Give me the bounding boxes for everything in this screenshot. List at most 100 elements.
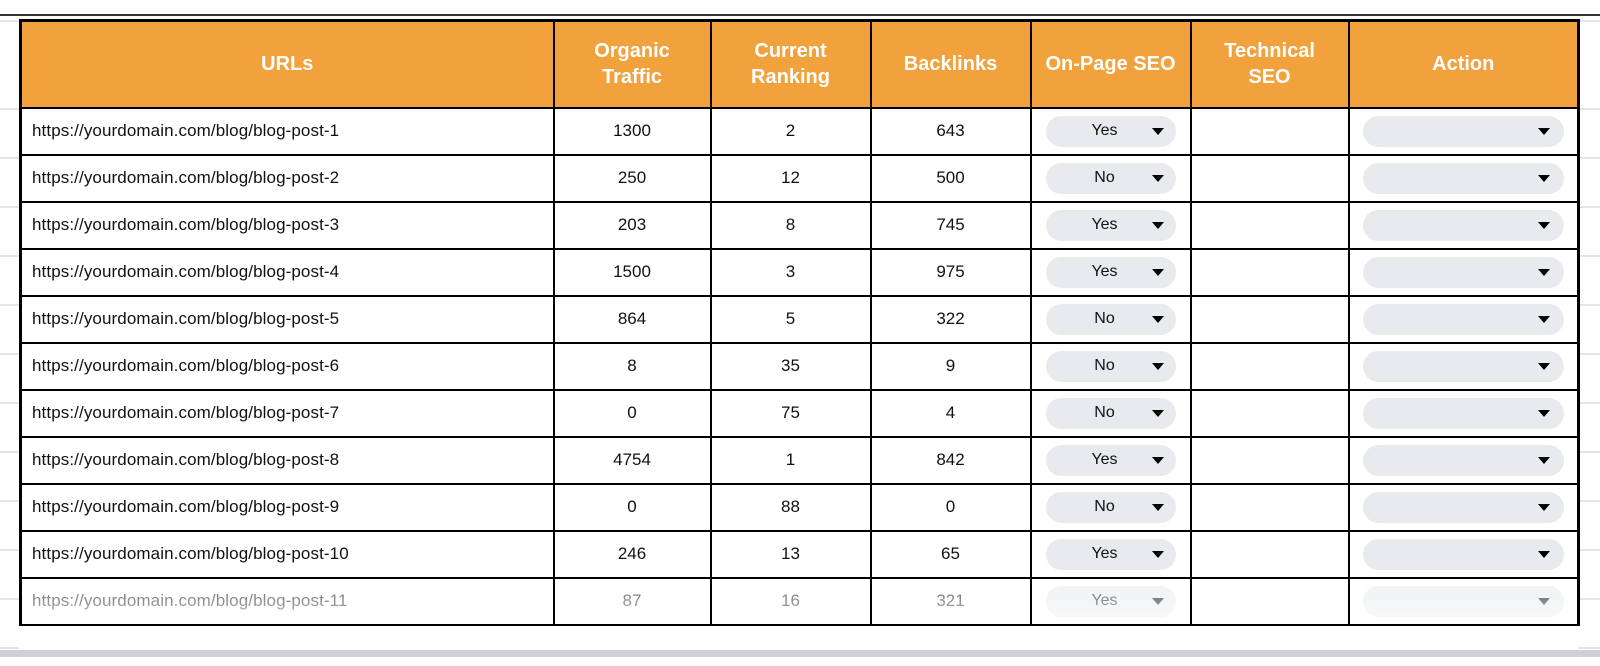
action-cell[interactable] bbox=[1347, 435, 1580, 485]
on-page-seo-cell[interactable]: Yes bbox=[1029, 106, 1192, 156]
organic-traffic-cell[interactable]: 250 bbox=[552, 153, 712, 203]
on-page-seo-dropdown[interactable]: Yes bbox=[1045, 444, 1176, 476]
on-page-seo-dropdown[interactable]: No bbox=[1045, 303, 1176, 335]
current-ranking-cell[interactable]: 5 bbox=[709, 294, 872, 344]
on-page-seo-dropdown[interactable]: Yes bbox=[1045, 538, 1176, 570]
on-page-seo-cell[interactable]: Yes bbox=[1029, 435, 1192, 485]
on-page-seo-dropdown[interactable]: Yes bbox=[1045, 209, 1176, 241]
on-page-seo-cell[interactable]: Yes bbox=[1029, 529, 1192, 579]
table-row: https://yourdomain.com/blog/blog-post-7 … bbox=[19, 388, 1580, 438]
organic-traffic-cell[interactable]: 0 bbox=[552, 388, 712, 438]
action-dropdown[interactable] bbox=[1362, 256, 1564, 288]
technical-seo-cell[interactable] bbox=[1189, 482, 1350, 532]
action-cell[interactable] bbox=[1347, 482, 1580, 532]
url-cell[interactable]: https://yourdomain.com/blog/blog-post-10 bbox=[19, 529, 555, 579]
url-cell[interactable]: https://yourdomain.com/blog/blog-post-8 bbox=[19, 435, 555, 485]
action-cell[interactable] bbox=[1347, 388, 1580, 438]
technical-seo-cell[interactable] bbox=[1189, 576, 1350, 626]
backlinks-cell[interactable]: 321 bbox=[869, 576, 1032, 626]
action-dropdown[interactable] bbox=[1362, 444, 1564, 476]
current-ranking-cell[interactable]: 3 bbox=[709, 247, 872, 297]
on-page-seo-dropdown[interactable]: No bbox=[1045, 350, 1176, 382]
current-ranking-cell[interactable]: 35 bbox=[709, 341, 872, 391]
on-page-seo-cell[interactable]: Yes bbox=[1029, 576, 1192, 626]
technical-seo-cell[interactable] bbox=[1189, 247, 1350, 297]
organic-traffic-cell[interactable]: 8 bbox=[552, 341, 712, 391]
technical-seo-cell[interactable] bbox=[1189, 200, 1350, 250]
action-cell[interactable] bbox=[1347, 200, 1580, 250]
technical-seo-cell[interactable] bbox=[1189, 294, 1350, 344]
technical-seo-cell[interactable] bbox=[1189, 388, 1350, 438]
backlinks-cell[interactable]: 643 bbox=[869, 106, 1032, 156]
current-ranking-cell[interactable]: 1 bbox=[709, 435, 872, 485]
on-page-seo-cell[interactable]: No bbox=[1029, 153, 1192, 203]
url-cell[interactable]: https://yourdomain.com/blog/blog-post-7 bbox=[19, 388, 555, 438]
technical-seo-cell[interactable] bbox=[1189, 106, 1350, 156]
technical-seo-cell[interactable] bbox=[1189, 435, 1350, 485]
on-page-seo-dropdown[interactable]: Yes bbox=[1045, 115, 1176, 147]
on-page-seo-cell[interactable]: No bbox=[1029, 482, 1192, 532]
on-page-seo-dropdown[interactable]: No bbox=[1045, 162, 1176, 194]
url-cell[interactable]: https://yourdomain.com/blog/blog-post-11 bbox=[19, 576, 555, 626]
backlinks-cell[interactable]: 4 bbox=[869, 388, 1032, 438]
technical-seo-cell[interactable] bbox=[1189, 341, 1350, 391]
current-ranking-cell[interactable]: 12 bbox=[709, 153, 872, 203]
action-cell[interactable] bbox=[1347, 153, 1580, 203]
url-cell[interactable]: https://yourdomain.com/blog/blog-post-9 bbox=[19, 482, 555, 532]
action-cell[interactable] bbox=[1347, 341, 1580, 391]
action-cell[interactable] bbox=[1347, 106, 1580, 156]
action-dropdown[interactable] bbox=[1362, 162, 1564, 194]
action-cell[interactable] bbox=[1347, 576, 1580, 626]
organic-traffic-cell[interactable]: 0 bbox=[552, 482, 712, 532]
action-dropdown[interactable] bbox=[1362, 397, 1564, 429]
on-page-seo-dropdown[interactable]: Yes bbox=[1045, 585, 1176, 617]
action-dropdown[interactable] bbox=[1362, 538, 1564, 570]
current-ranking-cell[interactable]: 88 bbox=[709, 482, 872, 532]
action-dropdown[interactable] bbox=[1362, 585, 1564, 617]
url-cell[interactable]: https://yourdomain.com/blog/blog-post-6 bbox=[19, 341, 555, 391]
backlinks-cell[interactable]: 65 bbox=[869, 529, 1032, 579]
current-ranking-cell[interactable]: 2 bbox=[709, 106, 872, 156]
current-ranking-cell[interactable]: 13 bbox=[709, 529, 872, 579]
backlinks-cell[interactable]: 975 bbox=[869, 247, 1032, 297]
organic-traffic-cell[interactable]: 246 bbox=[552, 529, 712, 579]
backlinks-cell[interactable]: 0 bbox=[869, 482, 1032, 532]
action-cell[interactable] bbox=[1347, 294, 1580, 344]
on-page-seo-cell[interactable]: No bbox=[1029, 341, 1192, 391]
action-dropdown[interactable] bbox=[1362, 115, 1564, 147]
backlinks-cell[interactable]: 322 bbox=[869, 294, 1032, 344]
organic-traffic-cell[interactable]: 1300 bbox=[552, 106, 712, 156]
current-ranking-cell[interactable]: 75 bbox=[709, 388, 872, 438]
url-cell[interactable]: https://yourdomain.com/blog/blog-post-5 bbox=[19, 294, 555, 344]
technical-seo-cell[interactable] bbox=[1189, 529, 1350, 579]
url-cell[interactable]: https://yourdomain.com/blog/blog-post-4 bbox=[19, 247, 555, 297]
url-cell[interactable]: https://yourdomain.com/blog/blog-post-3 bbox=[19, 200, 555, 250]
url-cell[interactable]: https://yourdomain.com/blog/blog-post-1 bbox=[19, 106, 555, 156]
backlinks-cell[interactable]: 9 bbox=[869, 341, 1032, 391]
action-cell[interactable] bbox=[1347, 247, 1580, 297]
organic-traffic-cell[interactable]: 203 bbox=[552, 200, 712, 250]
backlinks-cell[interactable]: 842 bbox=[869, 435, 1032, 485]
backlinks-cell[interactable]: 500 bbox=[869, 153, 1032, 203]
on-page-seo-dropdown[interactable]: No bbox=[1045, 491, 1176, 523]
action-dropdown[interactable] bbox=[1362, 350, 1564, 382]
action-dropdown[interactable] bbox=[1362, 491, 1564, 523]
on-page-seo-cell[interactable]: No bbox=[1029, 388, 1192, 438]
on-page-seo-cell[interactable]: Yes bbox=[1029, 247, 1192, 297]
current-ranking-cell[interactable]: 16 bbox=[709, 576, 872, 626]
organic-traffic-cell[interactable]: 4754 bbox=[552, 435, 712, 485]
action-dropdown[interactable] bbox=[1362, 303, 1564, 335]
organic-traffic-cell[interactable]: 87 bbox=[552, 576, 712, 626]
action-cell[interactable] bbox=[1347, 529, 1580, 579]
organic-traffic-cell[interactable]: 1500 bbox=[552, 247, 712, 297]
current-ranking-cell[interactable]: 8 bbox=[709, 200, 872, 250]
backlinks-cell[interactable]: 745 bbox=[869, 200, 1032, 250]
organic-traffic-cell[interactable]: 864 bbox=[552, 294, 712, 344]
on-page-seo-cell[interactable]: No bbox=[1029, 294, 1192, 344]
on-page-seo-cell[interactable]: Yes bbox=[1029, 200, 1192, 250]
action-dropdown[interactable] bbox=[1362, 209, 1564, 241]
on-page-seo-dropdown[interactable]: Yes bbox=[1045, 256, 1176, 288]
url-cell[interactable]: https://yourdomain.com/blog/blog-post-2 bbox=[19, 153, 555, 203]
on-page-seo-dropdown[interactable]: No bbox=[1045, 397, 1176, 429]
technical-seo-cell[interactable] bbox=[1189, 153, 1350, 203]
